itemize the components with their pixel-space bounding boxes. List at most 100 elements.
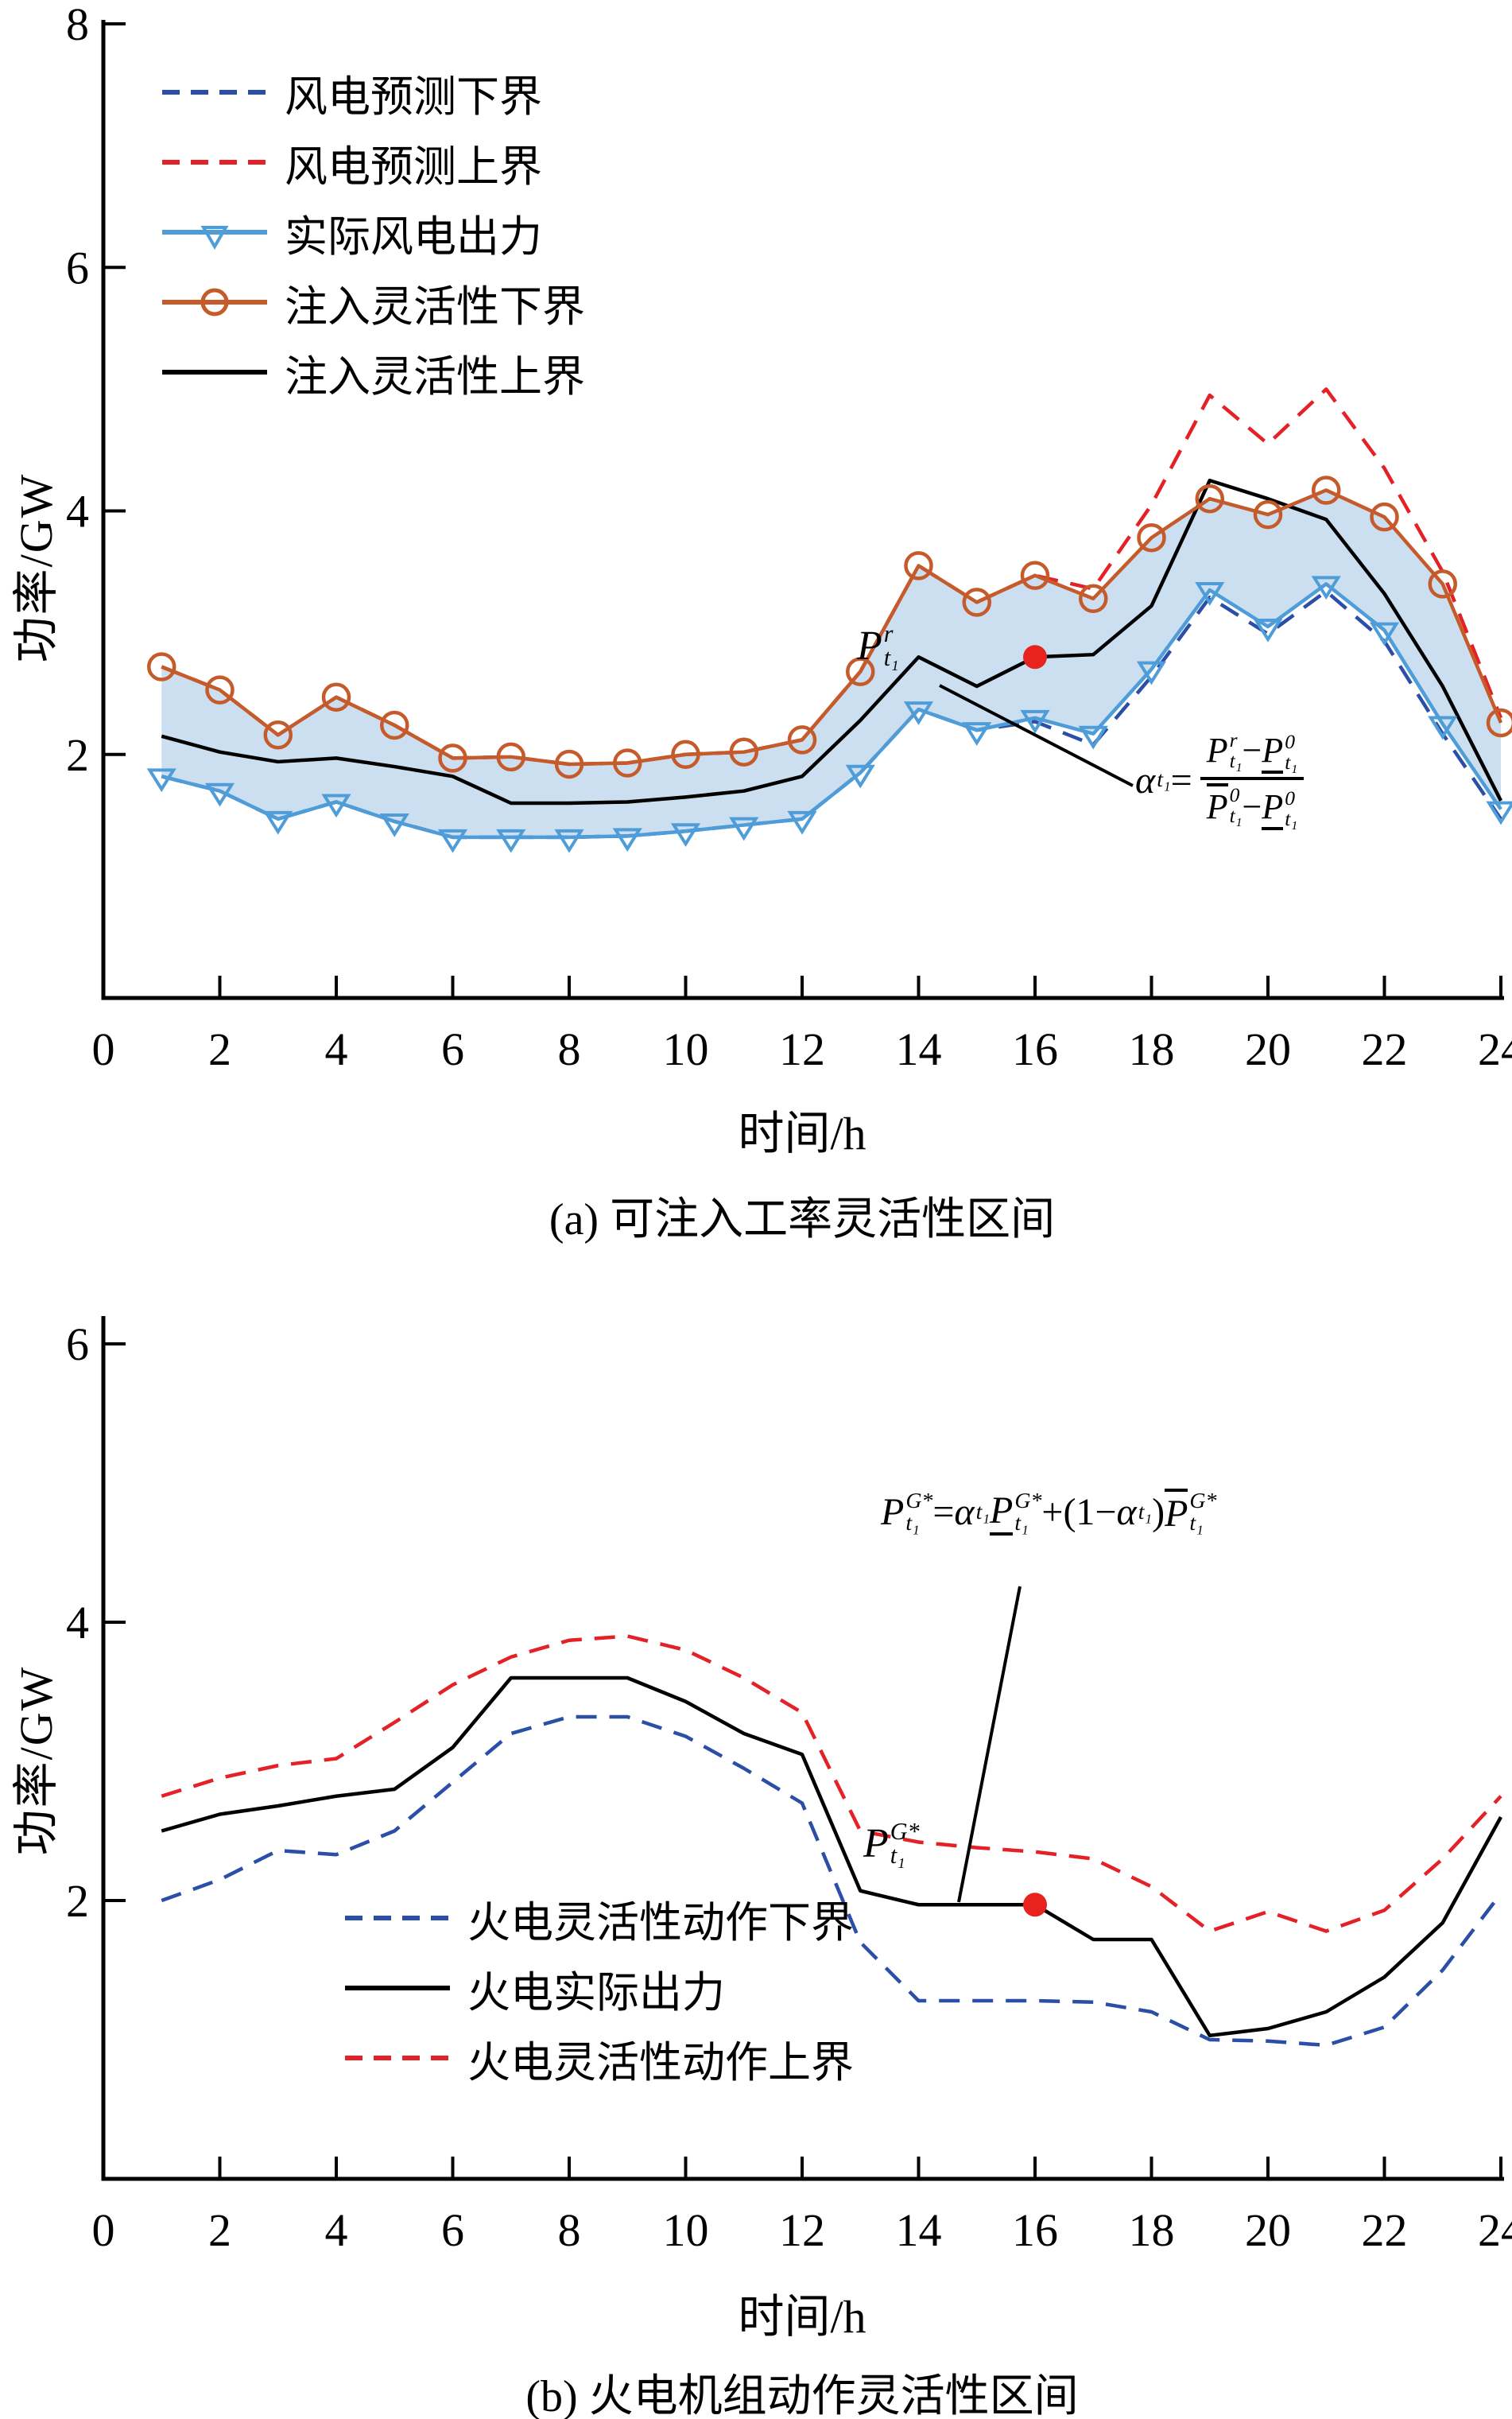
legend-label: 火电灵活性动作下界 <box>467 1898 854 1947</box>
formula-token: P G* t₁ <box>1165 1488 1217 1536</box>
x-tick-label: 24 <box>1478 2204 1512 2256</box>
x-tick-label: 22 <box>1362 2204 1408 2256</box>
panel-b-caption: (b) 火电机组动作灵活性区间 <box>525 2372 1079 2419</box>
x-tick-label: 4 <box>325 1023 348 1075</box>
legend-sample-dashed-line <box>162 90 267 95</box>
legend-label: 实际风电出力 <box>285 212 542 261</box>
legend-label: 注入灵活性上界 <box>285 352 585 401</box>
panel-b-annotation-leader <box>957 1586 1022 1903</box>
formula-token: ) <box>1152 1491 1165 1533</box>
legend-label: 火电实际出力 <box>467 1968 725 2017</box>
series-实际风电出力-markers <box>146 576 1512 853</box>
formula-token: − <box>1242 731 1262 771</box>
x-tick-label: 10 <box>663 1023 709 1075</box>
legend-item-火电灵活性动作上界: 火电灵活性动作上界 <box>342 2023 854 2093</box>
series-风电预测上界 <box>161 387 1503 767</box>
legend-item-注入灵活性上界: 注入灵活性上界 <box>159 337 585 407</box>
y-tick-label: 4 <box>66 486 89 538</box>
x-tick-label: 0 <box>92 1023 115 1075</box>
legend-item-实际风电出力: 实际风电出力 <box>159 197 585 267</box>
formula-token: α t₁ <box>1135 759 1171 802</box>
legend-sample-dashed-line <box>345 1916 450 1920</box>
formula-token: P G* t₁ <box>881 1488 933 1536</box>
x-tick-label: 16 <box>1012 2204 1058 2256</box>
x-tick-label: 20 <box>1245 1023 1291 1075</box>
x-tick-label: 14 <box>896 1023 942 1075</box>
formula-token: P 0 t₁ <box>1262 786 1298 831</box>
panel-b-point-label: P G* t₁ <box>863 1819 920 1867</box>
x-tick-label: 14 <box>896 2204 942 2256</box>
x-tick-label: 20 <box>1245 2204 1291 2256</box>
series-注入灵活性下界 <box>161 488 1503 767</box>
panel-a-caption: (a) 可注入工率灵活性区间 <box>549 1195 1056 1244</box>
formula-token: α t₁ <box>1116 1491 1153 1533</box>
panel-b-legend: 火电灵活性动作下界 火电实际出力火电灵活性动作上界 <box>342 1883 854 2093</box>
x-tick-label: 12 <box>779 2204 825 2256</box>
y-tick-label: 6 <box>66 242 89 293</box>
formula-token: P G* t₁ <box>863 1818 920 1870</box>
formula-token: P 0 t₁ <box>1206 783 1243 827</box>
x-tick-label: 2 <box>208 1023 231 1075</box>
series-火电灵活性动作上界 <box>161 1634 1502 1933</box>
y-tick-label: 2 <box>66 729 89 781</box>
legend-label: 风电预测上界 <box>285 142 542 191</box>
legend-item-注入灵活性下界: 注入灵活性下界 <box>159 267 585 337</box>
series-火电实际出力 <box>161 1675 1502 2037</box>
x-tick-label: 8 <box>558 2204 581 2256</box>
y-tick-label: 2 <box>66 1875 89 1927</box>
x-tick-label: 4 <box>325 2204 348 2256</box>
panel-b-y-axis-label: 功率/GW <box>10 1665 62 1856</box>
panel-b-highlight-dot <box>1023 1893 1047 1917</box>
formula-token: α t₁ <box>954 1491 991 1533</box>
y-tick-label: 8 <box>66 0 89 50</box>
formula-token: +(1− <box>1041 1491 1117 1533</box>
x-tick-label: 24 <box>1478 1023 1512 1075</box>
formula-token: = <box>1170 759 1192 802</box>
series-注入灵活性下界-markers <box>147 476 1512 779</box>
legend-label: 风电预测下界 <box>285 72 542 121</box>
x-tick-label: 2 <box>208 2204 231 2256</box>
formula-token: = <box>932 1491 955 1533</box>
x-tick-label: 16 <box>1012 1023 1058 1075</box>
x-tick-label: 18 <box>1129 2204 1175 2256</box>
legend-sample-solid-line <box>345 1986 450 1990</box>
legend-sample-solid-line <box>162 370 267 375</box>
x-tick-label: 18 <box>1129 1023 1175 1075</box>
legend-sample-triangle-down <box>162 226 267 250</box>
x-tick-label: 6 <box>441 2204 464 2256</box>
y-tick-label: 6 <box>66 1318 89 1370</box>
panel-b-plot: 024681012141618202224246 <box>66 1316 1512 2256</box>
legend-item-火电灵活性动作下界: 火电灵活性动作下界 <box>342 1883 854 1953</box>
x-tick-label: 8 <box>558 1023 581 1075</box>
legend-label: 火电灵活性动作上界 <box>467 2038 854 2087</box>
panel-a-y-axis-label: 功率/GW <box>10 472 62 663</box>
y-tick-label: 4 <box>66 1597 89 1648</box>
panel-a-highlight-dot <box>1023 645 1047 670</box>
x-tick-label: 6 <box>441 1023 464 1075</box>
formula-token: − <box>1242 787 1262 827</box>
panel-a-x-axis-label: 时间/h <box>738 1108 866 1159</box>
legend-sample-circle <box>162 288 267 316</box>
x-tick-label: 12 <box>779 1023 825 1075</box>
x-tick-label: 0 <box>92 2204 115 2256</box>
legend-item-风电预测上界: 风电预测上界 <box>159 127 585 197</box>
x-tick-label: 22 <box>1362 1023 1408 1075</box>
panel-b-x-axis-label: 时间/h <box>738 2291 866 2343</box>
legend-item-火电实际出力: 火电实际出力 <box>342 1953 854 2023</box>
legend-sample-dashed-line <box>162 160 267 165</box>
panel-a-annotation-leader <box>939 684 1134 787</box>
legend-label: 注入灵活性下界 <box>285 282 585 331</box>
x-tick-label: 10 <box>663 2204 709 2256</box>
formula-token: P G* t₁ <box>990 1488 1042 1536</box>
series-注入灵活性上界 <box>161 478 1503 806</box>
formula-token: P 0 t₁ <box>1262 730 1298 775</box>
legend-sample-dashed-line <box>345 2056 450 2060</box>
panel-a-plot: 0246810121416182022242468 <box>66 0 1512 1075</box>
panel-a-legend: 风电预测下界 风电预测上界 实际风电出力 注入灵活性下界 注入灵活性上界 <box>159 57 585 407</box>
